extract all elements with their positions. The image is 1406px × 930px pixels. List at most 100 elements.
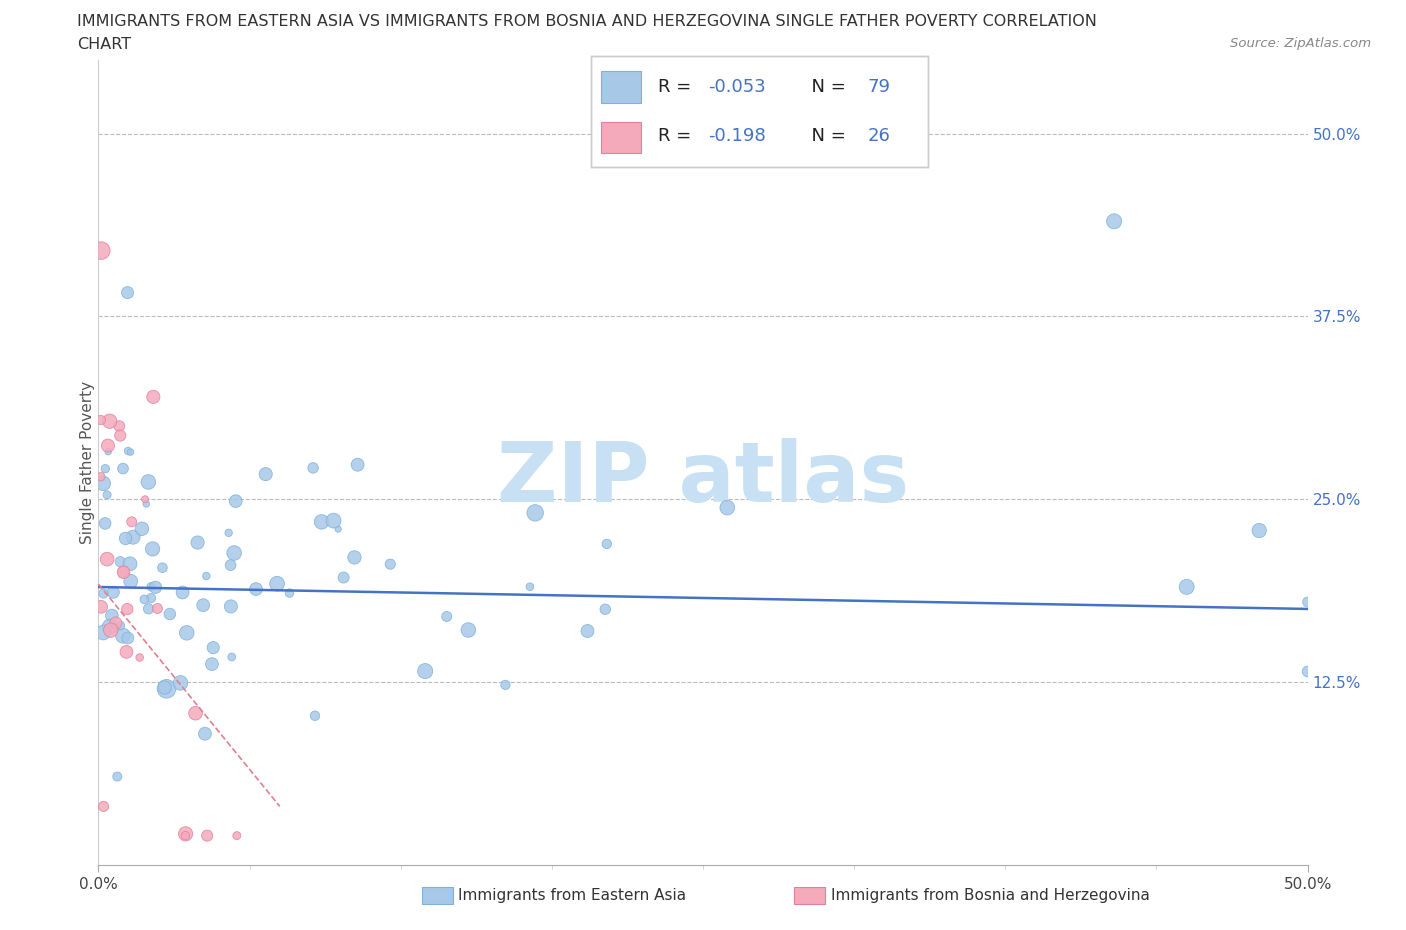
Point <box>176 625 198 640</box>
Point <box>105 769 128 784</box>
Point <box>346 458 368 472</box>
Point <box>152 560 174 575</box>
Point <box>224 546 246 561</box>
Point <box>172 585 194 600</box>
Point <box>153 680 176 695</box>
Point <box>159 606 181 621</box>
Text: -0.053: -0.053 <box>709 78 766 96</box>
Point <box>139 591 162 605</box>
Point <box>413 664 436 679</box>
Point <box>716 500 738 515</box>
Point <box>524 505 547 520</box>
Point <box>100 623 122 638</box>
Point <box>302 460 325 475</box>
Point <box>91 476 114 491</box>
Point <box>120 574 142 589</box>
Point <box>128 650 150 665</box>
Text: N =: N = <box>800 127 851 145</box>
Text: 79: 79 <box>868 78 890 96</box>
Point <box>117 602 139 617</box>
Point <box>184 706 207 721</box>
Point <box>138 602 160 617</box>
Point <box>218 525 240 540</box>
Text: 26: 26 <box>868 127 890 145</box>
Point <box>202 640 225 655</box>
Point <box>576 624 599 639</box>
Point <box>174 829 197 844</box>
Text: R =: R = <box>658 78 697 96</box>
Point <box>311 514 333 529</box>
Point <box>120 556 142 571</box>
Text: CHART: CHART <box>77 37 131 52</box>
Point <box>1249 523 1271 538</box>
Text: -0.198: -0.198 <box>709 127 766 145</box>
Point <box>1102 214 1125 229</box>
Y-axis label: Single Father Poverty: Single Father Poverty <box>80 381 94 544</box>
Point <box>120 445 142 459</box>
Point <box>146 601 169 616</box>
Point <box>94 461 117 476</box>
Point <box>142 390 165 405</box>
Point <box>112 629 135 644</box>
Point <box>436 609 458 624</box>
Point <box>90 599 112 614</box>
Point <box>142 541 165 556</box>
Text: Source: ZipAtlas.com: Source: ZipAtlas.com <box>1230 37 1371 50</box>
Point <box>90 470 112 485</box>
Point <box>112 461 135 476</box>
Point <box>593 602 616 617</box>
Point <box>187 535 209 550</box>
Point <box>93 586 115 601</box>
Point <box>328 522 350 537</box>
Point <box>596 537 619 551</box>
Point <box>1296 594 1319 609</box>
Point <box>104 616 127 631</box>
Point <box>117 631 139 645</box>
Text: ZIP atlas: ZIP atlas <box>496 438 910 519</box>
Point <box>219 599 242 614</box>
Point <box>494 677 516 692</box>
Point <box>322 513 344 528</box>
Point <box>221 649 243 664</box>
Point <box>278 586 301 601</box>
Text: N =: N = <box>800 78 851 96</box>
Point <box>343 550 366 565</box>
Point <box>93 799 115 814</box>
Point <box>97 445 120 459</box>
Point <box>117 444 139 458</box>
Point <box>380 557 402 572</box>
Point <box>108 418 131 433</box>
Text: Immigrants from Eastern Asia: Immigrants from Eastern Asia <box>458 888 686 903</box>
Point <box>103 585 125 600</box>
Text: IMMIGRANTS FROM EASTERN ASIA VS IMMIGRANTS FROM BOSNIA AND HERZEGOVINA SINGLE FA: IMMIGRANTS FROM EASTERN ASIA VS IMMIGRAN… <box>77 14 1097 29</box>
Point <box>94 516 117 531</box>
FancyBboxPatch shape <box>600 122 641 153</box>
Point <box>112 565 135 579</box>
Point <box>98 619 121 634</box>
Point <box>457 622 479 637</box>
Point <box>90 413 112 428</box>
Text: Immigrants from Bosnia and Herzegovina: Immigrants from Bosnia and Herzegovina <box>831 888 1150 903</box>
Point <box>304 709 326 724</box>
Point <box>225 829 247 844</box>
Point <box>110 618 132 633</box>
Point <box>96 487 118 502</box>
Point <box>225 494 247 509</box>
Point <box>101 608 124 623</box>
Point <box>97 438 120 453</box>
Point <box>115 644 138 659</box>
Point <box>112 565 135 579</box>
Point <box>245 581 267 596</box>
Point <box>174 827 197 842</box>
Text: R =: R = <box>658 127 697 145</box>
Point <box>122 530 145 545</box>
Point <box>254 467 277 482</box>
Point <box>110 428 132 443</box>
Point <box>114 531 136 546</box>
FancyBboxPatch shape <box>600 72 641 102</box>
Point <box>1175 579 1198 594</box>
Point <box>135 497 157 512</box>
Point <box>121 514 143 529</box>
Point <box>98 414 121 429</box>
Point <box>1296 664 1319 679</box>
